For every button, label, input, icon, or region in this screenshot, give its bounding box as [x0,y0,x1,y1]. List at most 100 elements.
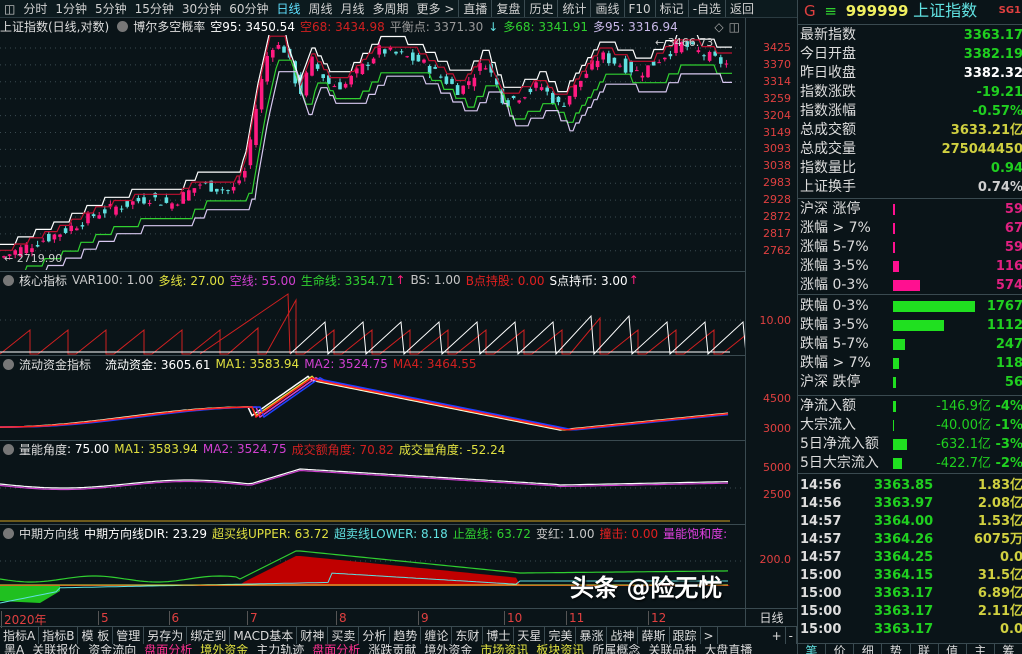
indicator-tab[interactable]: 绑定到 [187,627,231,644]
indicator-tab[interactable]: 暴涨 [576,627,608,644]
panel-name[interactable]: 流动资金指标 [19,357,92,372]
b-hold: B点持股: 0.00 [465,273,545,288]
quote-tab[interactable]: 联 [911,644,939,654]
info-tab[interactable]: 所属概念 [592,644,641,654]
toolbar-item[interactable]: 历史 [524,0,557,17]
panel-name[interactable]: 中期方向线 [19,526,80,541]
info-tab[interactable]: 资金流向 [88,644,137,654]
quote-tab[interactable]: 价 [826,644,855,654]
info-tab[interactable]: 主力轨迹 [256,644,305,654]
indicator-tab[interactable]: 指标A [0,627,40,644]
toolbar-item[interactable]: 分时 [23,1,48,16]
g-icon[interactable]: G [804,2,816,20]
toolbar-item[interactable]: 返回 [725,0,758,17]
indicator-tab[interactable]: > [701,627,718,644]
dropdown-icon[interactable] [3,443,14,455]
quote-tab[interactable]: 势 [882,644,911,654]
diamond-icon[interactable]: ◇ [714,19,724,34]
indicator-tab[interactable]: + [769,627,786,644]
info-tab[interactable]: 盘面分析 [144,644,193,654]
candle [679,41,684,53]
toolbar-item[interactable]: 复盘 [491,0,524,17]
toolbar-item[interactable]: F10 [623,0,655,17]
quote-tab[interactable]: 笔 [798,644,827,654]
indicator-tab[interactable]: MACD基本 [230,627,298,644]
indicator-tab[interactable]: 买卖 [328,627,360,644]
quote-tab[interactable]: 细 [854,644,883,654]
candle [696,50,701,53]
info-tab[interactable]: 黑A [4,644,25,654]
toolbar-item[interactable]: 画线 [590,0,623,17]
info-tab[interactable]: 板块资讯 [536,644,585,654]
stat-value: 3382.19 [963,47,1022,62]
info-tab[interactable]: 盘面分析 [312,644,361,654]
stock-code: 999999 [845,2,909,20]
indicator-tab[interactable]: 缠论 [421,627,453,644]
dropdown-icon[interactable] [3,358,14,370]
menu-icon[interactable]: ≡ [824,2,837,20]
indicator-tab[interactable]: 完美 [545,627,577,644]
candle [663,57,667,60]
dropdown-icon[interactable] [3,274,14,286]
panel-name[interactable]: 核心指标 [19,273,68,288]
candle [63,228,68,233]
info-tab[interactable]: 涨跌贡献 [368,644,417,654]
layout-toggle-icon[interactable]: ◫ [4,1,16,16]
panel-name[interactable]: 量能角度 [19,442,68,457]
toolbar-item[interactable]: 1分钟 [55,1,87,16]
candle [164,197,169,203]
toolbar-item[interactable]: 标记 [654,0,688,17]
candlestick-chart[interactable] [0,35,745,270]
indicator-name[interactable]: 博尔多空概率 [133,20,206,34]
toolbar-item[interactable]: 统计 [557,0,590,17]
indicator-tab[interactable]: 另存为 [144,627,188,644]
indicator-tab[interactable]: 东财 [452,627,484,644]
indicator-tab[interactable]: 指标B [39,627,79,644]
indicator-tab[interactable]: 趋势 [390,627,422,644]
ma4: MA4: 3464.55 [392,357,477,371]
date-label: 10 [504,611,522,625]
indicator-tab[interactable]: 战神 [607,627,639,644]
info-tab[interactable]: 关联报价 [32,644,81,654]
info-tab[interactable]: 大盘直播 [704,644,753,654]
info-tab[interactable]: 境外资金 [200,644,249,654]
toolbar-item[interactable]: 日线 [276,1,301,16]
quote-tab[interactable]: 主 [967,644,995,654]
breadth-bar [893,320,944,331]
toolbar-item[interactable]: 30分钟 [181,1,222,16]
period-label[interactable]: 日线 [745,608,797,626]
toolbar-item[interactable]: -自选 [687,0,725,17]
info-tab[interactable]: 关联品种 [648,644,697,654]
breadth-label: 跌幅 3-5% [800,317,869,333]
dropdown-icon[interactable] [3,527,14,539]
flow-pct: -4% [995,399,1022,414]
toolbar-item[interactable]: 周线 [308,1,333,16]
panel-toggle-icon[interactable]: ◫ [728,19,740,34]
indicator-tab[interactable]: 薛斯 [638,627,670,644]
toolbar-item[interactable]: 月线 [340,1,365,16]
indicator-tab[interactable]: 财神 [297,627,329,644]
candle [7,254,12,256]
panel-direction-header: 中期方向线 中期方向线DIR: 23.29 超买线UPPER: 63.72 超卖… [0,524,745,541]
candle [595,60,600,68]
quote-tab[interactable]: 值 [939,644,967,654]
flow-line [0,376,729,431]
toolbar-item[interactable]: 多周期 [372,1,409,16]
toolbar-item[interactable]: 15分钟 [134,1,174,16]
chart-title: 上证指数(日线,对数) [0,20,110,34]
indicator-tab[interactable]: 博士 [483,627,515,644]
info-tab[interactable]: 境外资金 [424,644,473,654]
info-tab[interactable]: 市场资讯 [480,644,529,654]
indicator-tab[interactable]: 天星 [514,627,546,644]
toolbar-item[interactable]: 5分钟 [95,1,127,16]
toolbar-item[interactable]: 60分钟 [229,1,269,16]
indicator-tab[interactable]: - [786,627,797,644]
indicator-tab[interactable]: 跟踪 [670,627,701,644]
toolbar-item[interactable]: 直播 [458,0,491,17]
quote-tab[interactable]: 筹 [995,644,1022,654]
indicator-tab[interactable]: 管理 [113,627,145,644]
indicator-tab[interactable]: 模 板 [78,627,114,644]
toolbar-item[interactable]: 更多 > [416,1,455,16]
indicator-dropdown-icon[interactable] [117,21,129,32]
indicator-tab[interactable]: 分析 [359,627,391,644]
